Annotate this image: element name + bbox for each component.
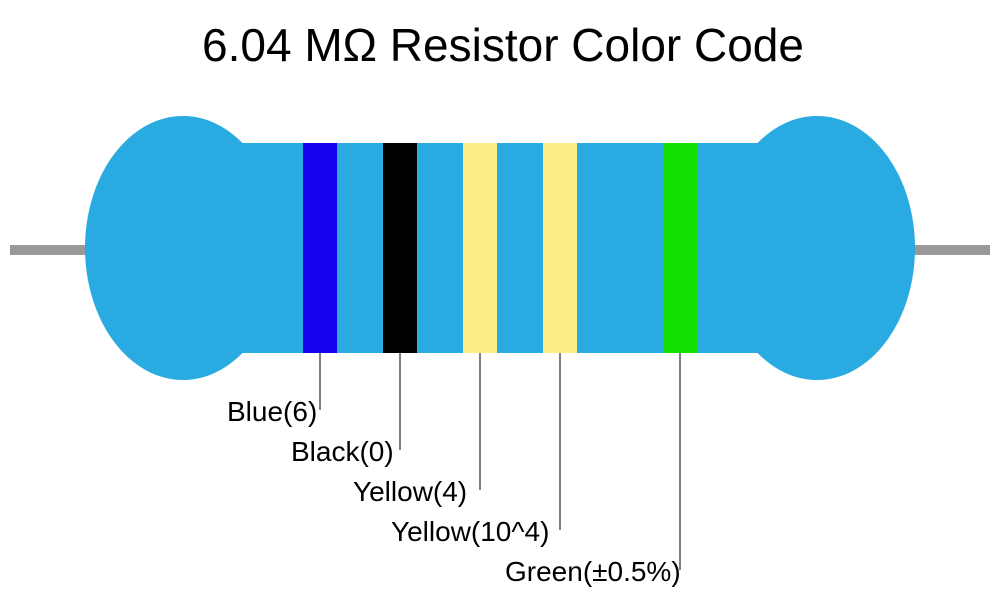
band-2	[463, 143, 497, 353]
band-label-3: Yellow(10^4)	[391, 516, 549, 548]
band-4	[663, 143, 697, 353]
band-1	[383, 143, 417, 353]
band-label-4: Green(±0.5%)	[505, 556, 681, 588]
band-label-1: Black(0)	[291, 436, 394, 468]
band-label-0: Blue(6)	[227, 396, 317, 428]
body-rect	[175, 143, 825, 353]
band-label-2: Yellow(4)	[353, 476, 467, 508]
band-0	[303, 143, 337, 353]
band-3	[543, 143, 577, 353]
